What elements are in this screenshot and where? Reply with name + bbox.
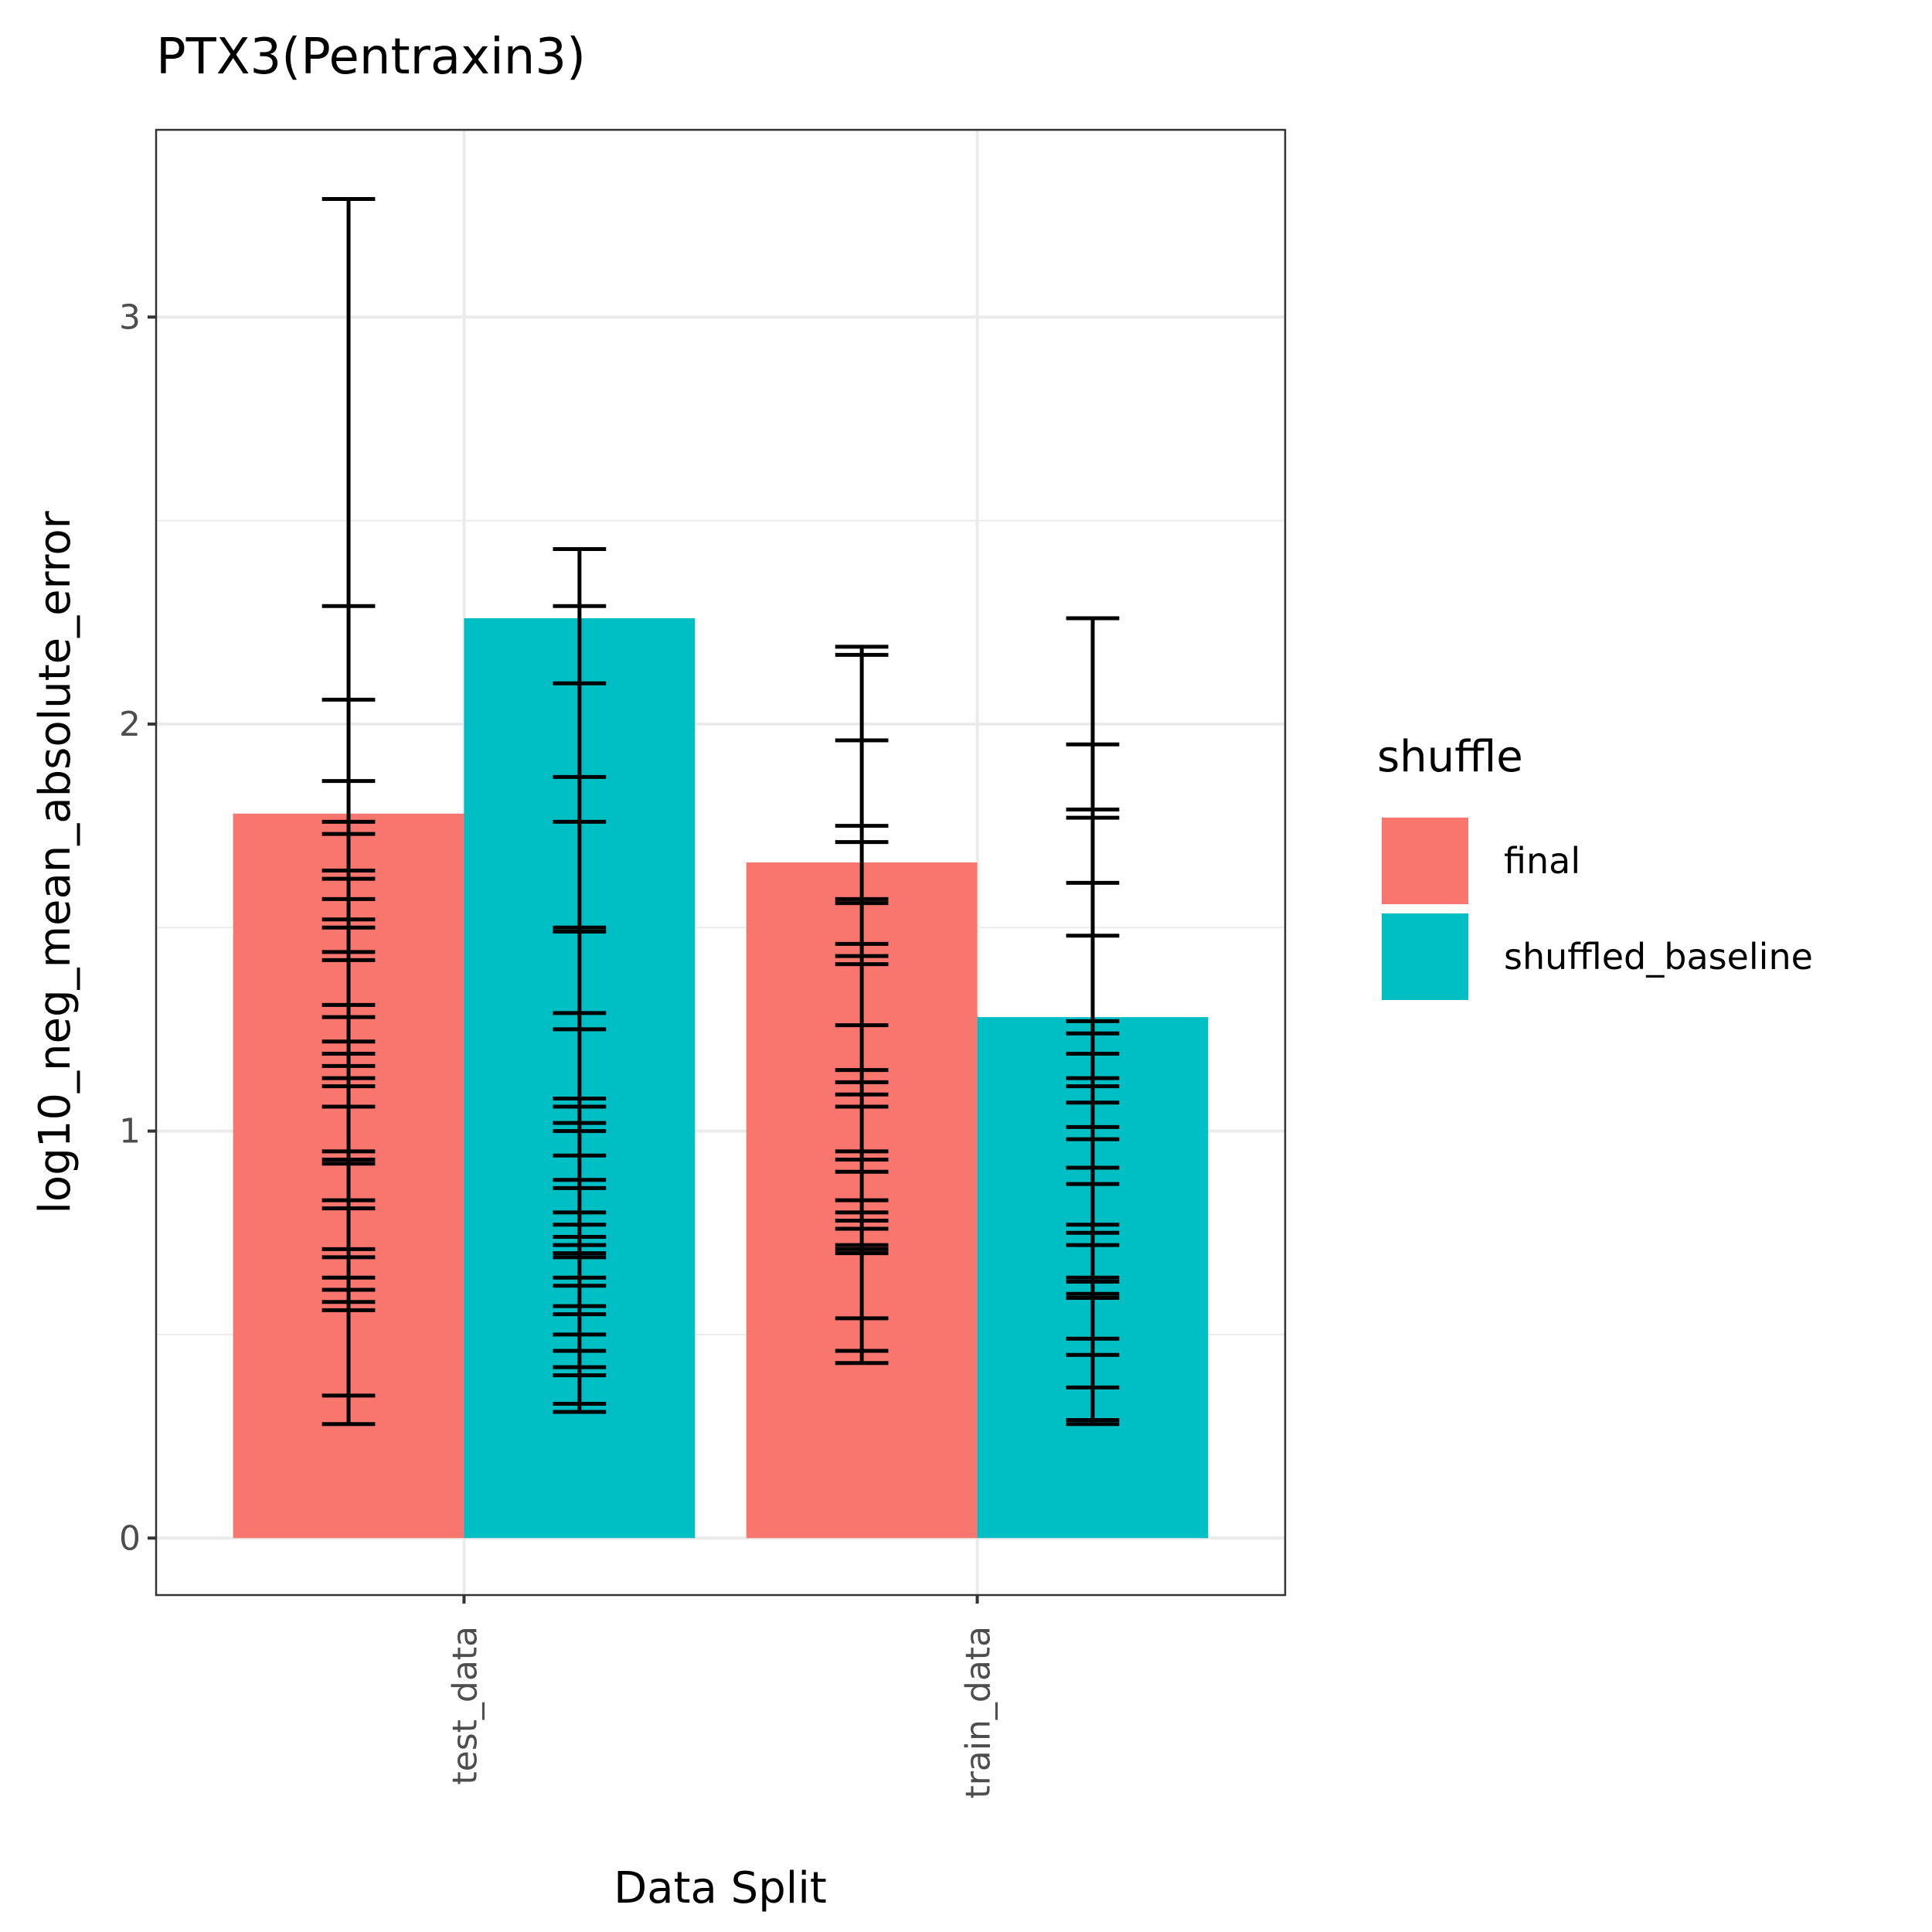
panel	[155, 128, 1287, 1597]
x-axis-title: Data Split	[614, 1863, 827, 1913]
x-tick-label: train_data	[959, 1626, 998, 1799]
legend-title: shuffle	[1377, 732, 1523, 782]
error-bars	[321, 197, 1120, 1427]
y-axis-title: log10_neg_mean_absolute_error	[30, 510, 80, 1213]
legend-key-final	[1382, 818, 1468, 904]
legend: shuffle final shuffled_baseline	[1377, 732, 1813, 1000]
y-tick-label: 1	[119, 1112, 141, 1151]
x-axis: test_data train_data	[445, 1595, 998, 1799]
x-tick-label: test_data	[445, 1626, 485, 1785]
legend-label-shuffled-baseline: shuffled_baseline	[1504, 936, 1813, 978]
chart-title: PTX3(Pentraxin3)	[156, 29, 586, 86]
y-tick-label: 3	[119, 298, 141, 337]
y-tick-label: 2	[119, 705, 141, 744]
y-tick-label: 0	[119, 1519, 141, 1558]
legend-key-shuffled-baseline	[1382, 913, 1468, 1000]
y-axis: 0 1 2 3	[119, 298, 156, 1558]
legend-label-final: final	[1504, 840, 1580, 882]
panel-border	[155, 128, 1287, 1597]
